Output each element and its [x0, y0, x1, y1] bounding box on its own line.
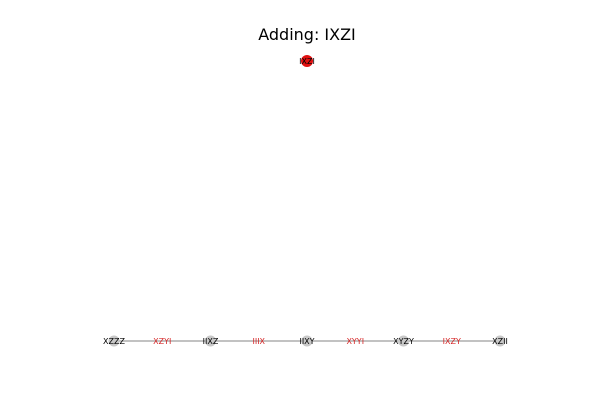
chain-edge-label-text: IIIX: [252, 337, 265, 346]
chain-edge-label: IIIX: [252, 337, 265, 346]
chain-node-label: XZZZ: [103, 337, 125, 346]
new-node: IXZI: [299, 55, 315, 67]
chain-node-label: IIXY: [299, 337, 314, 346]
chain-graph: XZZZ XZYI IIXZ IIIX IIXY XYYI XYZY IXZY XZII: [103, 335, 508, 347]
chain-node-circle: [398, 335, 409, 347]
chain-edge-label: XZYI: [153, 337, 171, 346]
new-node-label: IXZI: [299, 57, 315, 66]
figure-title: Adding: IXZI: [258, 25, 356, 44]
chain-node: IIXZ: [203, 335, 219, 347]
chain-edge-label: IXZY: [443, 337, 461, 346]
chain-node-label: XYZY: [393, 337, 414, 346]
chain-node: XYZY: [393, 335, 414, 347]
chain-edge-label-text: XYYI: [346, 337, 364, 346]
chain-node-label: XZII: [492, 337, 508, 346]
chain-node-circle: [108, 335, 120, 347]
chain-edge-label-text: IXZY: [443, 337, 461, 346]
chain-edge-label: XYYI: [346, 337, 364, 346]
chain-node-circle: [301, 335, 313, 347]
chain-node-circle: [494, 335, 506, 347]
chain-edge-label-text: XZYI: [153, 337, 171, 346]
chain-node: XZII: [492, 335, 508, 347]
chain-node: XZZZ: [103, 335, 125, 347]
chain-node: IIXY: [299, 335, 315, 347]
chain-node-label: IIXZ: [203, 337, 219, 346]
chain-node-circle: [205, 335, 216, 347]
new-node-circle: [301, 55, 313, 67]
